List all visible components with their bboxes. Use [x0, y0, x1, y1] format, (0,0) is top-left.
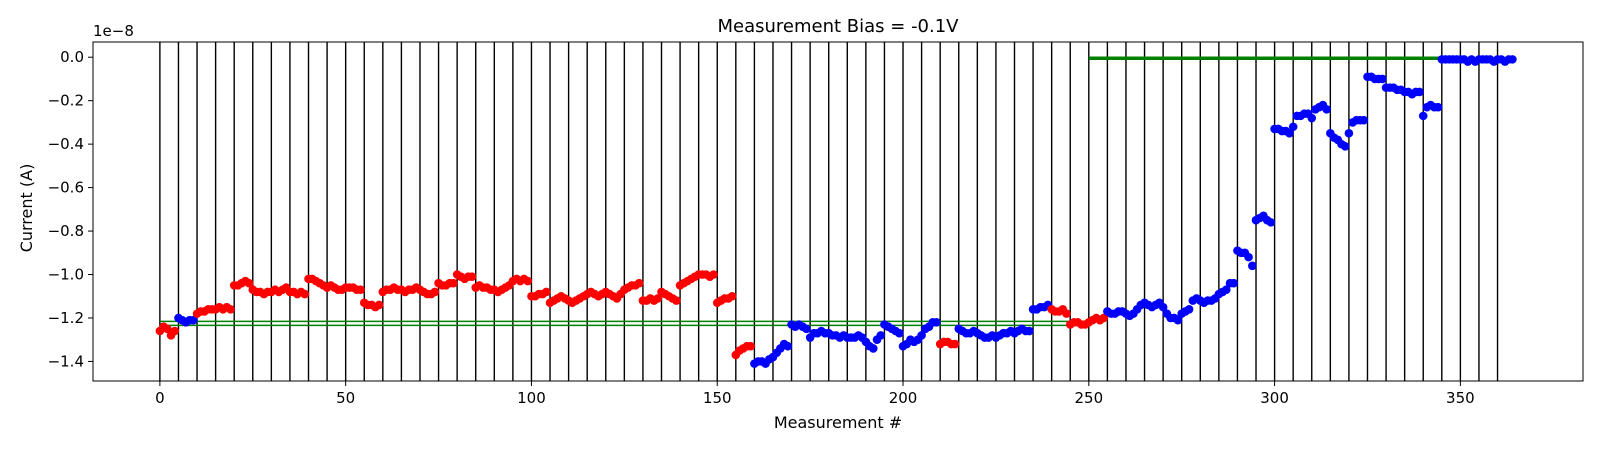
data-point	[802, 324, 811, 334]
data-point	[449, 278, 458, 288]
data-point	[876, 331, 886, 340]
data-point	[1508, 55, 1517, 64]
data-point	[634, 278, 644, 288]
data-point	[1307, 113, 1317, 123]
x-axis-label: Measurement #	[774, 413, 902, 432]
y-offset-label: 1e−8	[93, 22, 134, 40]
data-point	[727, 291, 737, 301]
data-point	[226, 304, 235, 314]
x-tick-label: 350	[1446, 389, 1475, 407]
x-tick-label: 100	[517, 389, 546, 407]
y-tick-label: −0.2	[48, 92, 84, 110]
x-axis-ticks: 0 50 100 150 200 250 300 350	[155, 381, 1475, 407]
y-tick-label: −1.4	[48, 352, 84, 370]
data-point	[1221, 285, 1231, 295]
data-point	[746, 341, 755, 351]
data-point	[1378, 74, 1387, 84]
data-point	[672, 296, 681, 305]
y-tick-label: −0.4	[48, 135, 84, 153]
y-tick-label: −1.0	[48, 266, 84, 284]
y-axis-ticks: 0.0 −0.2 −0.4 −0.6 −0.8 −1.0 −1.2 −1.4	[48, 48, 93, 370]
vertical-lines	[159, 42, 1499, 381]
data-point	[374, 300, 384, 310]
data-point	[1184, 304, 1194, 314]
data-point	[1248, 261, 1257, 271]
data-point	[1062, 309, 1071, 318]
data-point	[170, 326, 180, 336]
data-point	[467, 272, 477, 281]
x-tick-label: 150	[703, 389, 732, 407]
y-tick-label: 0.0	[60, 48, 84, 66]
data-point	[1285, 128, 1294, 138]
data-point	[523, 276, 533, 286]
data-point	[1099, 313, 1108, 323]
data-point	[1158, 302, 1168, 312]
data-point	[1288, 122, 1298, 132]
data-point	[1415, 87, 1424, 97]
data-point	[1418, 111, 1428, 121]
data-points	[155, 55, 1517, 368]
y-tick-label: −1.2	[48, 309, 84, 327]
data-point	[895, 328, 904, 338]
data-point	[189, 315, 198, 325]
x-tick-label: 250	[1074, 389, 1103, 407]
data-point	[917, 331, 926, 340]
data-point	[1359, 115, 1369, 125]
data-point	[1173, 315, 1183, 325]
data-point	[950, 339, 960, 349]
x-tick-label: 200	[889, 389, 918, 407]
data-point	[653, 294, 663, 303]
x-tick-label: 300	[1260, 389, 1289, 407]
data-point	[1322, 105, 1331, 114]
x-tick-label: 50	[336, 389, 355, 407]
data-point	[1266, 218, 1276, 227]
data-point	[1340, 142, 1350, 151]
data-point	[932, 318, 941, 327]
data-point	[868, 344, 878, 353]
data-point	[542, 287, 551, 297]
data-point	[300, 289, 310, 299]
data-point	[1344, 128, 1354, 138]
data-point	[1025, 326, 1034, 336]
chart-title: Measurement Bias = -0.1V	[717, 16, 959, 37]
data-point	[244, 278, 254, 288]
data-point	[163, 324, 172, 334]
data-point	[709, 270, 718, 279]
y-axis-label: Current (A)	[17, 164, 36, 253]
plot-frame	[92, 41, 1584, 382]
data-point	[430, 287, 440, 297]
data-point	[356, 285, 365, 295]
data-point	[783, 341, 793, 351]
data-point	[1244, 252, 1253, 262]
y-tick-label: −0.8	[48, 222, 84, 240]
data-point	[1229, 278, 1239, 288]
y-tick-label: −0.6	[48, 179, 84, 197]
x-tick-label: 0	[155, 389, 165, 407]
data-point	[1433, 102, 1443, 112]
